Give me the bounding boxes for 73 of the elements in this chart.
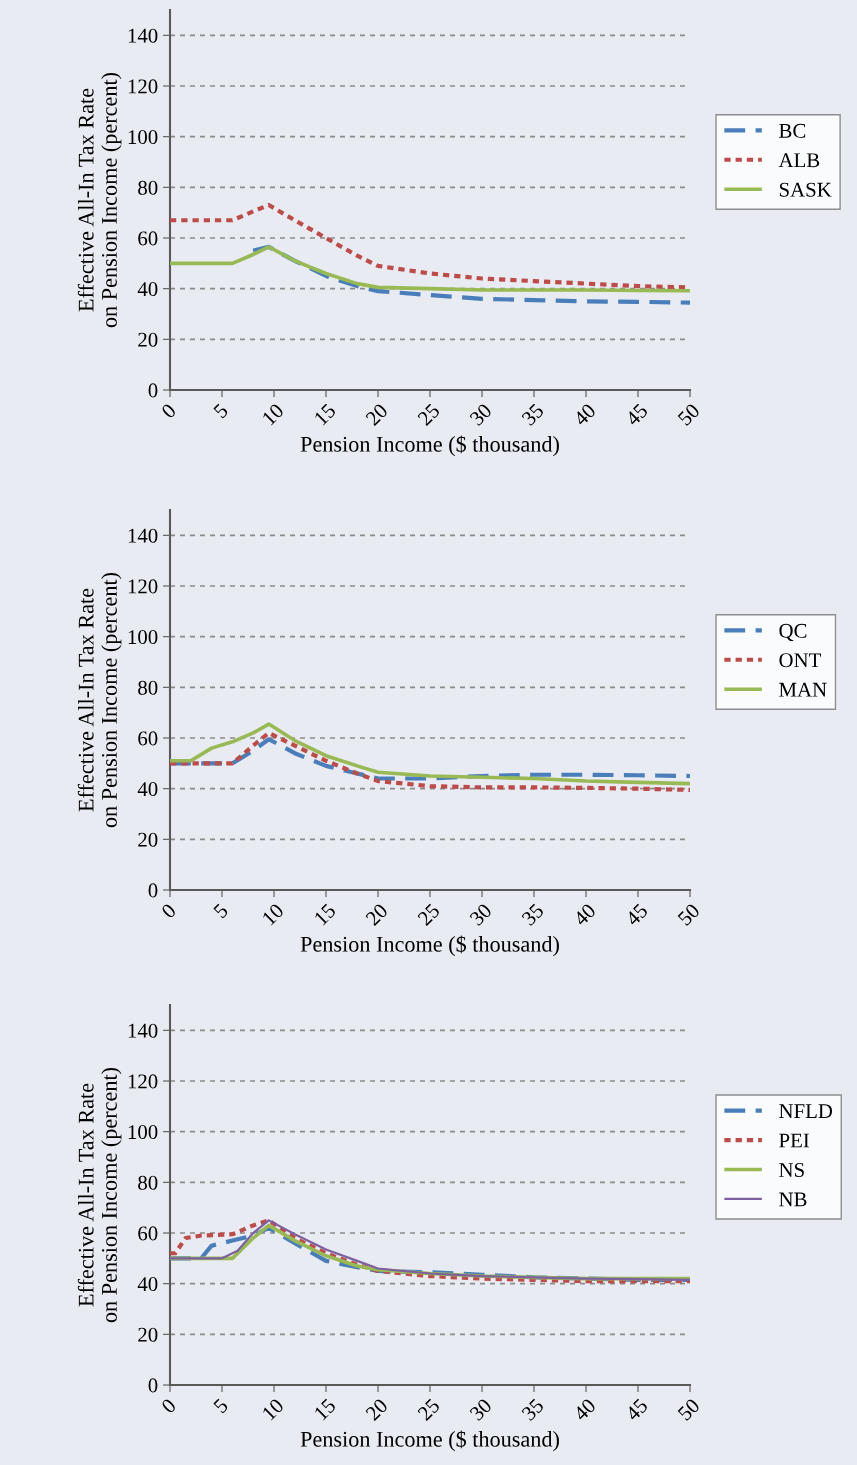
legend-label: QC	[779, 623, 807, 642]
x-tick-label: 40	[572, 402, 597, 427]
legend-label: BC	[779, 123, 806, 138]
x-tick-label: 5	[213, 902, 229, 919]
y-tick-label: 20	[138, 1327, 158, 1342]
y-axis-title: Effective All-In Tax Rate on Pension Income (percent)	[77, 72, 122, 328]
y-tick-label: 120	[128, 79, 158, 94]
y-tick-label: 100	[128, 130, 158, 145]
y-tick-label: 120	[128, 579, 158, 594]
x-tick-label: 35	[521, 1397, 545, 1422]
y-tick-label: 60	[138, 231, 158, 246]
x-tick-label: 50	[677, 1397, 701, 1422]
x-tick-label: 15	[313, 902, 337, 926]
legend-label: NB	[779, 1192, 807, 1207]
x-tick-label: 0	[160, 1397, 177, 1414]
y-tick-label: 100	[128, 630, 158, 645]
x-tick-label: 0	[160, 902, 177, 919]
x-tick-label: 35	[521, 402, 545, 427]
x-tick-label: 40	[572, 902, 597, 927]
x-tick-label: 30	[469, 902, 493, 927]
x-tick-label: 20	[365, 402, 389, 427]
x-tick-label: 15	[313, 402, 337, 426]
x-tick-label: 45	[624, 1397, 649, 1422]
y-tick-label: 80	[138, 180, 158, 195]
y-tick-label: 140	[128, 28, 158, 43]
x-tick-label: 15	[313, 1397, 337, 1421]
y-tick-label: 20	[138, 832, 158, 847]
x-tick-label: 20	[365, 1397, 389, 1422]
x-tick-label: 30	[469, 402, 493, 427]
x-tick-label: 25	[417, 1397, 441, 1422]
x-tick-label: 25	[417, 402, 441, 427]
y-tick-label: 0	[148, 883, 158, 898]
x-tick-label: 20	[365, 902, 389, 927]
y-tick-label: 0	[148, 383, 158, 398]
y-tick-label: 140	[128, 528, 158, 543]
x-tick-label: 30	[469, 1397, 493, 1422]
legend-label: PEI	[779, 1133, 810, 1148]
legend-label: ONT	[779, 653, 821, 668]
y-tick-label: 140	[128, 1023, 158, 1038]
y-tick-label: 0	[148, 1378, 158, 1393]
x-axis-title: Pension Income ($ thousand)	[300, 935, 559, 957]
x-tick-label: 10	[261, 402, 285, 426]
y-axis-title: Effective All-In Tax Rate on Pension Income (percent)	[77, 1067, 122, 1323]
x-tick-label: 45	[624, 902, 649, 927]
x-axis-title: Pension Income ($ thousand)	[300, 1430, 559, 1452]
y-tick-label: 60	[138, 731, 158, 746]
x-tick-label: 45	[624, 402, 649, 427]
x-tick-label: 10	[261, 902, 285, 926]
legend-label: SASK	[779, 182, 832, 197]
y-axis-title: Effective All-In Tax Rate on Pension Income (percent)	[77, 572, 122, 828]
x-tick-label: 50	[677, 402, 701, 427]
legend-label: NFLD	[779, 1104, 833, 1118]
x-tick-label: 0	[160, 402, 177, 419]
x-tick-label: 40	[572, 1397, 597, 1422]
y-tick-label: 100	[128, 1125, 158, 1140]
y-tick-label: 80	[138, 1175, 158, 1190]
x-axis-title: Pension Income ($ thousand)	[300, 435, 559, 457]
x-tick-label: 25	[417, 902, 441, 927]
legend-label: NS	[779, 1163, 804, 1177]
y-tick-label: 40	[137, 782, 158, 797]
legend-label: ALB	[778, 153, 820, 168]
x-tick-label: 50	[677, 902, 701, 927]
y-tick-label: 60	[138, 1226, 158, 1241]
y-tick-label: 120	[128, 1074, 158, 1089]
legend-label: MAN	[779, 682, 827, 697]
x-tick-label: 5	[213, 402, 229, 419]
x-tick-label: 10	[261, 1397, 285, 1421]
y-tick-label: 20	[138, 332, 158, 347]
x-tick-label: 5	[213, 1397, 229, 1414]
y-tick-label: 40	[137, 1277, 158, 1292]
x-tick-label: 35	[521, 902, 545, 927]
y-tick-label: 40	[137, 282, 158, 297]
y-tick-label: 80	[138, 680, 158, 695]
